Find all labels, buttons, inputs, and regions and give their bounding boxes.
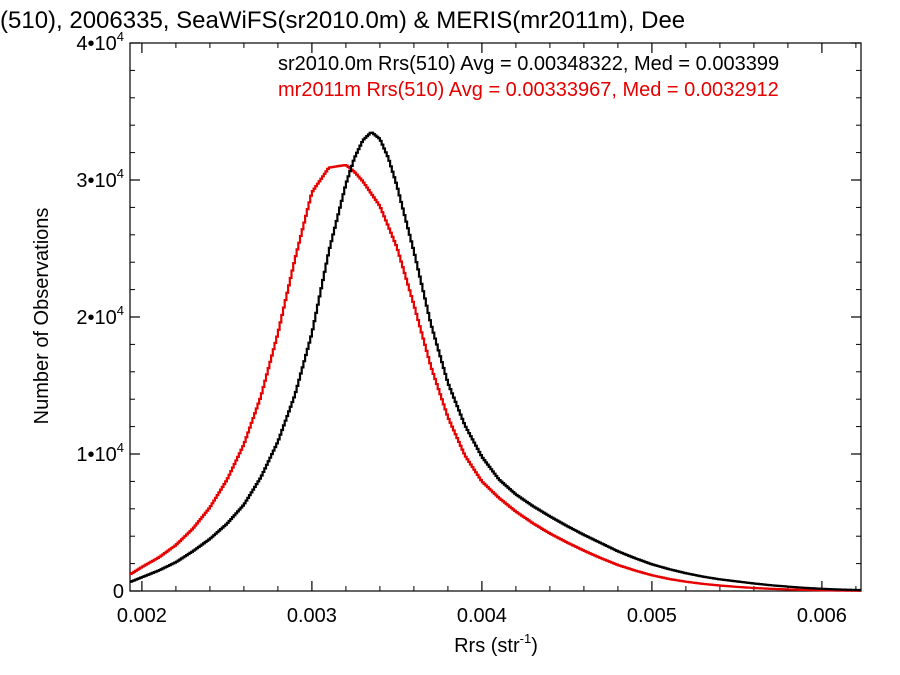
series-line-mr2011m [130, 163, 861, 592]
y-tick-label-exponent: 4 [117, 440, 124, 455]
y-tick-label-base: 0 [113, 581, 124, 603]
legend-entry-sr2010: sr2010.0m Rrs(510) Avg = 0.00348322, Med… [278, 53, 779, 75]
x-axis-label-close: ) [531, 635, 538, 657]
y-tick-label-base: 4•10 [76, 33, 116, 55]
y-tick-label-base: 2•10 [76, 307, 116, 329]
y-axis-label: Number of Observations [31, 208, 53, 425]
x-tick-label: 0.003 [287, 605, 337, 627]
series-layer [130, 131, 861, 592]
y-tick-label-exponent: 4 [117, 303, 124, 318]
x-tick-label: 0.005 [627, 605, 677, 627]
x-tick-label: 0.004 [457, 605, 507, 627]
series-line-sr2010.0m [130, 131, 861, 592]
x-tick-label: 0.006 [797, 605, 847, 627]
x-tick-label: 0.002 [117, 605, 167, 627]
x-axis-label-exponent: -1 [520, 631, 532, 646]
y-tick-label: 3•104 [76, 166, 124, 192]
y-tick-label: 0 [113, 581, 124, 603]
legend-entry-mr2011: mr2011m Rrs(510) Avg = 0.00333967, Med =… [278, 79, 779, 101]
x-axis-label: Rrs (str-1) [454, 631, 538, 657]
x-axis: 0.002 0.003 0.004 0.005 0.006 [117, 43, 857, 627]
y-tick-label: 4•104 [76, 29, 124, 55]
x-axis-label-text: Rrs (str [454, 635, 520, 657]
y-tick-label: 1•104 [76, 440, 124, 466]
y-tick-label-base: 1•10 [76, 444, 116, 466]
y-tick-label-exponent: 4 [117, 29, 124, 44]
chart-title: s(510), 2006335, SeaWiFS(sr2010.0m) & ME… [0, 7, 685, 34]
y-tick-label-exponent: 4 [117, 166, 124, 181]
y-tick-label-base: 3•10 [76, 170, 116, 192]
y-tick-label: 2•104 [76, 303, 124, 329]
